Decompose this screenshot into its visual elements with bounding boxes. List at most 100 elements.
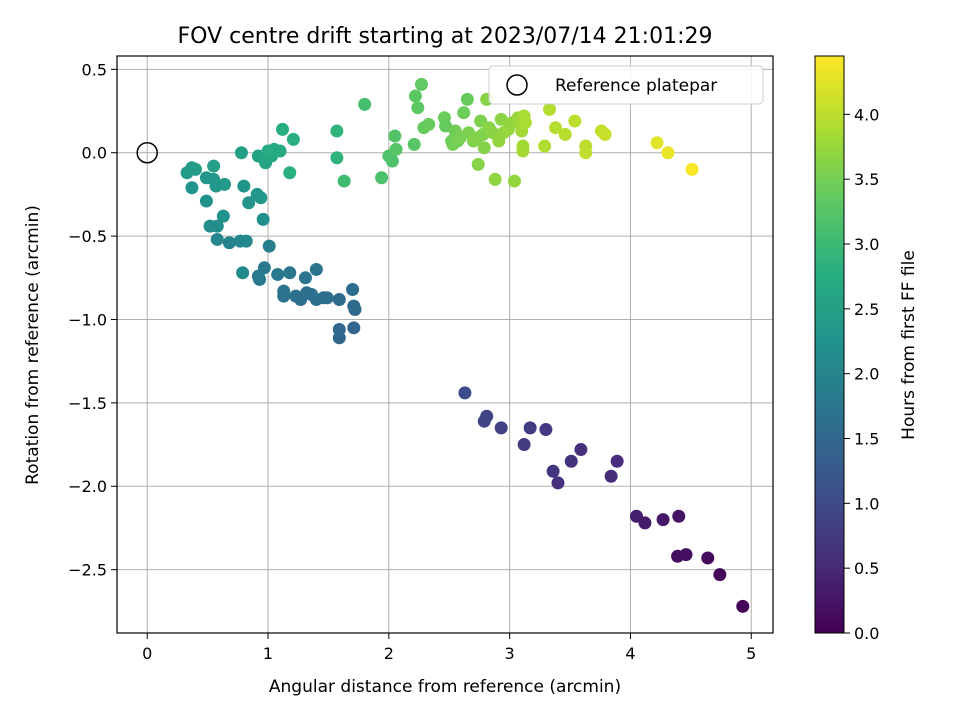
data-point (549, 121, 563, 135)
grid (117, 56, 773, 633)
data-point (610, 454, 624, 468)
data-point (477, 141, 491, 155)
y-tick-label: 0.5 (82, 60, 107, 79)
data-point (736, 599, 750, 613)
reference-marker-layer (136, 141, 158, 164)
y-tick-label: −2.5 (68, 561, 107, 580)
data-point (298, 271, 312, 285)
data-point (347, 321, 361, 335)
data-point (347, 299, 361, 313)
data-point (289, 289, 303, 303)
data-point (661, 146, 675, 160)
data-point (411, 101, 425, 115)
data-point (517, 438, 531, 452)
data-point (713, 568, 727, 582)
data-point (629, 509, 643, 523)
data-point (516, 144, 530, 158)
data-point (656, 513, 670, 527)
data-point (271, 267, 285, 281)
colorbar-tick-label: 2.0 (854, 365, 879, 384)
data-point (358, 97, 372, 111)
data-point (222, 236, 236, 250)
data-point (671, 549, 685, 563)
data-point (234, 146, 248, 160)
colorbar-tick-label: 1.0 (854, 494, 879, 513)
data-point (538, 139, 552, 153)
colorbar-tick-label: 3.0 (854, 235, 879, 254)
data-point (375, 171, 389, 185)
data-point (332, 292, 346, 306)
data-point (650, 136, 664, 150)
data-point (388, 129, 402, 143)
y-tick-label: −0.5 (68, 227, 107, 246)
data-point (439, 119, 453, 133)
plot-area-frame (116, 55, 774, 634)
data-point (251, 269, 265, 283)
y-tick-label: −1.5 (68, 394, 107, 413)
data-point (672, 509, 686, 523)
chart-title: FOV centre drift starting at 2023/07/14 … (178, 24, 713, 49)
colorbar-tick-label: 3.5 (854, 170, 879, 189)
data-point (546, 464, 560, 478)
reference-platepar-marker (136, 141, 158, 164)
data-point (250, 187, 264, 201)
data-point (273, 144, 287, 158)
data-point (701, 551, 715, 565)
y-axis-label: Rotation from reference (arcmin) (23, 205, 43, 485)
data-point (407, 137, 421, 151)
data-point (422, 117, 436, 131)
legend-box (488, 65, 764, 105)
data-point (207, 159, 221, 173)
colorbar-tick-label: 0.0 (854, 624, 879, 643)
data-point (494, 421, 508, 435)
data-point (283, 166, 297, 180)
data-point (210, 232, 224, 246)
data-point (309, 262, 323, 276)
data-point (685, 162, 699, 176)
data-point (233, 234, 247, 248)
data-point (477, 414, 491, 428)
data-point (558, 127, 572, 141)
legend: Reference platepar (488, 65, 764, 105)
data-point (385, 154, 399, 168)
data-point (458, 386, 472, 400)
data-point (551, 476, 565, 490)
data-point (507, 174, 521, 188)
data-point (408, 89, 422, 103)
y-tick-label: −2.0 (68, 477, 107, 496)
data-point (564, 454, 578, 468)
data-point (330, 124, 344, 138)
colorbar-tick-label: 0.5 (854, 559, 879, 578)
data-point (604, 469, 618, 483)
legend-reference-marker (506, 74, 528, 96)
data-point (598, 127, 612, 141)
data-points (180, 77, 750, 613)
data-point (199, 171, 213, 185)
x-tick-label: 0 (142, 644, 152, 663)
data-point (256, 212, 270, 226)
y-axis-ticks: 0.5 0.0 −0.5 −1.0 −1.5 −2.0 −2.5 (68, 60, 117, 580)
colorbar-ticks: 0.0 0.5 1.0 1.5 2.0 2.5 3.0 3.5 4.0 (844, 105, 879, 643)
data-point (185, 181, 199, 195)
data-point (236, 266, 250, 280)
data-point (262, 239, 276, 253)
data-point (242, 196, 256, 210)
data-point (574, 443, 588, 457)
x-tick-label: 5 (746, 644, 756, 663)
colorbar-tick-label: 2.5 (854, 300, 879, 319)
data-point (283, 266, 297, 280)
data-point (523, 421, 537, 435)
data-point (543, 102, 557, 116)
x-tick-label: 2 (384, 644, 394, 663)
colorbar (814, 55, 845, 634)
data-point (346, 282, 360, 296)
data-point (276, 122, 290, 136)
colorbar-label: Hours from first FF file (899, 250, 919, 440)
y-tick-label: 0.0 (82, 144, 107, 163)
data-point (199, 194, 213, 208)
data-point (286, 132, 300, 146)
x-tick-label: 3 (505, 644, 515, 663)
data-point (332, 331, 346, 345)
data-point (568, 114, 582, 128)
data-point (457, 106, 471, 120)
